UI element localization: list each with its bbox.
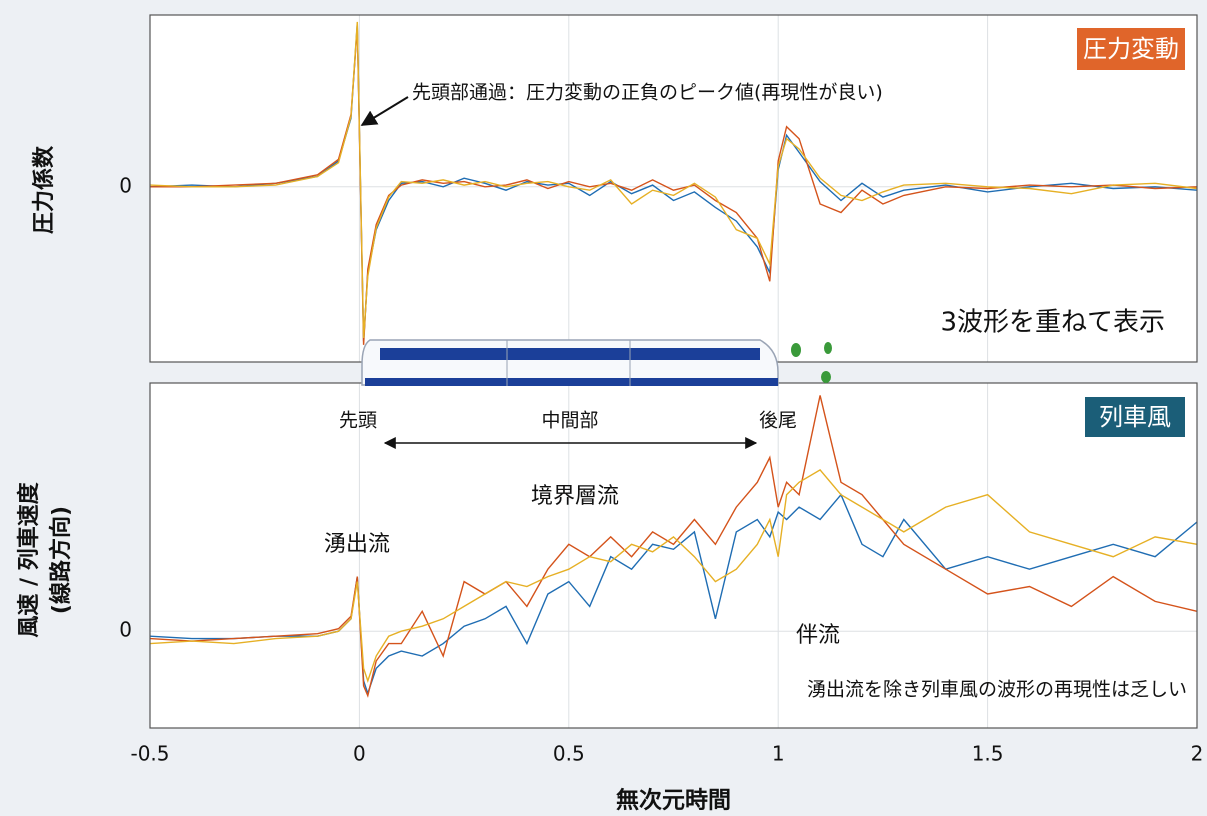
x-tick-label: 0.5 [553, 742, 585, 766]
annotation: 湧出流 [324, 532, 390, 557]
y-axis-label: (線路方向) [48, 506, 74, 614]
plot-area [150, 383, 1197, 728]
badge-label: 圧力変動 [1083, 35, 1179, 63]
x-tick-label: 1.5 [972, 742, 1004, 766]
annotation: 先頭 [339, 410, 377, 432]
x-tick-label: 0 [353, 742, 366, 766]
y-tick-label: 0 [119, 618, 132, 642]
badge-label: 列車風 [1099, 403, 1171, 431]
y-axis-label: 圧力係数 [31, 145, 57, 234]
annotation: 境界層流 [531, 484, 619, 509]
annotation: 後尾 [759, 410, 797, 432]
x-tick-label: -0.5 [130, 742, 169, 766]
annotation: 中間部 [541, 410, 598, 432]
x-axis-label: 無次元時間 [616, 787, 731, 814]
annotation: 3波形を重ねて表示 [940, 308, 1165, 338]
x-tick-label: 2 [1191, 742, 1204, 766]
y-tick-label: 0 [119, 173, 132, 197]
train-illustration [362, 340, 832, 386]
annotation: 湧出流を除き列車風の波形の再現性は乏しい [807, 679, 1187, 701]
annotation: 伴流 [796, 623, 840, 648]
y-axis-label: 風速 / 列車速度 [16, 481, 42, 637]
x-tick-label: 1 [772, 742, 785, 766]
chart: 0 圧力変動圧力係数 先頭部通過：圧力変動の正負のピーク値(再現性が良い) 3波形を重… [0, 0, 1207, 816]
annotation: 先頭部通過：圧力変動の正負のピーク値(再現性が良い) [412, 82, 883, 104]
